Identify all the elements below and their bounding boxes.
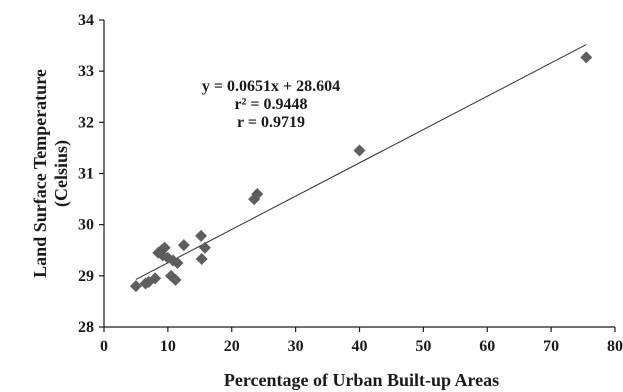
data-point (580, 51, 593, 64)
x-tick-label: 70 (543, 338, 559, 355)
x-tick-label: 20 (224, 338, 240, 355)
data-point (195, 229, 208, 242)
y-axis-title-line: (Celsius) (51, 140, 72, 207)
regression-annotation: r² = 0.9448 (234, 96, 307, 113)
y-tick-label: 34 (78, 12, 94, 29)
y-axis-title: Land Surface Temperature(Celsius) (30, 69, 72, 278)
x-tick-label: 60 (479, 338, 495, 355)
data-point (353, 144, 366, 157)
data-point (195, 252, 208, 265)
x-tick-label: 0 (100, 338, 108, 355)
y-tick-label: 29 (78, 268, 94, 285)
data-points (129, 51, 593, 293)
data-point (198, 241, 211, 254)
data-point (248, 193, 261, 206)
y-tick-label: 32 (78, 114, 94, 131)
y-tick-label: 31 (78, 166, 94, 183)
data-point (149, 272, 162, 285)
regression-annotation: y = 0.0651x + 28.604 (202, 78, 340, 95)
y-tick-label: 33 (78, 63, 94, 80)
data-point (158, 241, 171, 254)
x-tick-label: 50 (415, 338, 431, 355)
y-tick-label: 30 (78, 217, 94, 234)
axes (103, 20, 615, 328)
data-point (171, 257, 184, 270)
x-tick-label: 40 (352, 338, 368, 355)
x-ticks: 0 10 20 30 40 50 60 70 80 (100, 327, 623, 355)
data-point (169, 273, 182, 286)
trendline (135, 44, 587, 280)
y-tick-label: 28 (78, 319, 94, 336)
data-point (251, 187, 264, 200)
regression-annotation: r = 0.9719 (237, 114, 305, 131)
x-tick-label: 10 (160, 338, 176, 355)
data-point (177, 239, 190, 252)
x-axis-title: Percentage of Urban Built-up Areas (224, 370, 499, 390)
x-tick-label: 80 (607, 338, 623, 355)
x-tick-label: 30 (288, 338, 304, 355)
data-point (129, 280, 142, 293)
y-axis-title-line: Land Surface Temperature (30, 69, 50, 278)
y-ticks: 28 29 30 31 32 33 34 (78, 12, 104, 336)
